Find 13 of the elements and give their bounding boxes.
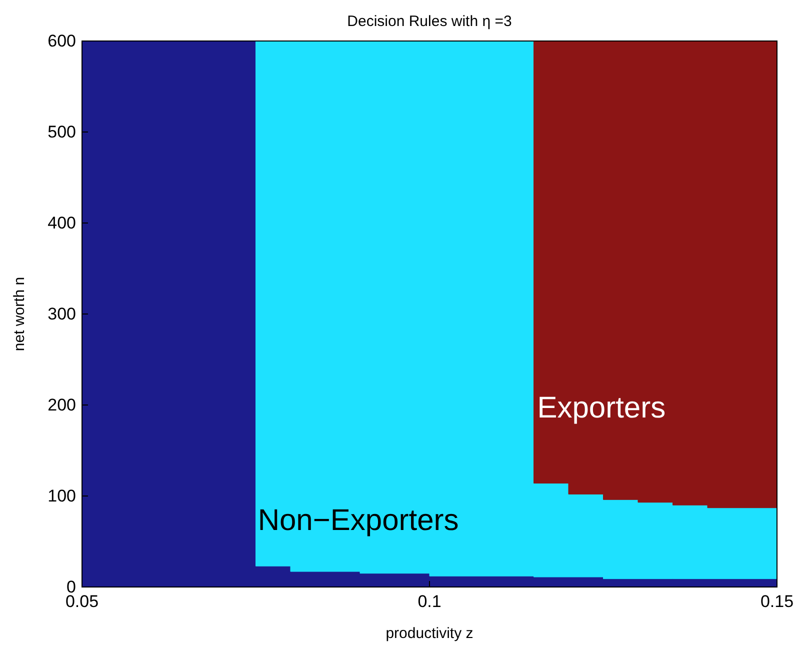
chart-title: Decision Rules with η =3 — [347, 13, 512, 30]
y-tick-label: 200 — [48, 395, 76, 414]
y-axis-title: net worth n — [11, 276, 28, 352]
y-tick-label: 600 — [48, 31, 76, 50]
y-tick-label: 500 — [48, 122, 76, 142]
annotation: Exporters — [537, 391, 666, 424]
x-axis-title: productivity z — [386, 625, 474, 642]
x-tick-label: 0.15 — [760, 592, 794, 612]
annotation: Non−Exporters — [258, 504, 459, 538]
y-tick-label: 400 — [48, 213, 76, 232]
y-tick-label: 100 — [48, 486, 76, 506]
y-tick-label: 300 — [48, 304, 76, 324]
x-tick-label: 0.1 — [418, 592, 442, 612]
